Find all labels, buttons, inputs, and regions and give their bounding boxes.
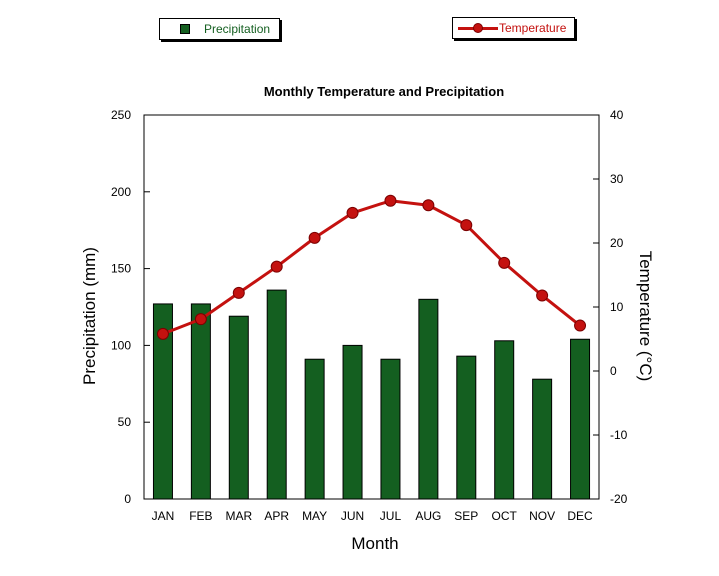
temperature-point-jan <box>156 327 169 340</box>
x-tick-label: MAY <box>302 509 327 523</box>
temperature-line-layer <box>156 194 587 340</box>
left-tick-label: 250 <box>111 108 131 122</box>
legend-precipitation: Precipitation <box>159 18 280 40</box>
x-tick-label: AUG <box>415 509 441 523</box>
legend-bar-swatch <box>180 24 190 34</box>
bar-oct <box>494 340 515 500</box>
plot-frame <box>143 114 600 500</box>
bar-dec <box>570 338 591 500</box>
x-axis-ticks: JAN FEB MAR APR MAY JUN JUL AUG SEP OCT NOV DEC <box>152 509 593 523</box>
right-tick-label: 30 <box>610 172 624 186</box>
right-axis-ticks: -20 -10 0 10 20 30 40 <box>593 108 628 506</box>
right-tick-label: 20 <box>610 236 624 250</box>
bar-aug <box>418 298 439 500</box>
legend-precipitation-label: Precipitation <box>204 22 271 36</box>
right-tick-label: 10 <box>610 300 624 314</box>
temperature-line <box>162 199 581 336</box>
left-tick-label: 50 <box>118 415 132 429</box>
x-tick-label: OCT <box>492 509 518 523</box>
temperature-point-sep <box>460 219 473 232</box>
chart-title: Monthly Temperature and Precipitation <box>264 84 504 99</box>
bar-nov <box>532 378 553 500</box>
left-tick-label: 0 <box>124 492 131 506</box>
temperature-point-mar <box>232 286 245 299</box>
bar-mar <box>228 315 249 500</box>
x-tick-label: NOV <box>529 509 555 523</box>
bar-may <box>304 358 325 500</box>
temperature-point-may <box>308 231 321 244</box>
left-tick-label: 200 <box>111 185 131 199</box>
x-tick-label: JUN <box>341 509 364 523</box>
legend-temperature-label: Temperature <box>499 21 567 35</box>
bar-jul <box>380 358 401 500</box>
right-tick-label: -10 <box>610 428 628 442</box>
left-axis-ticks: 0 50 100 150 200 250 <box>111 108 150 506</box>
bar-feb <box>190 303 211 500</box>
temperature-point-dec <box>574 319 587 332</box>
bar-apr <box>266 289 287 500</box>
left-tick-label: 100 <box>111 338 131 352</box>
precipitation-bars <box>152 289 591 500</box>
x-tick-label: MAR <box>225 509 252 523</box>
temperature-point-nov <box>536 289 549 302</box>
temperature-point-aug <box>422 199 435 212</box>
x-tick-label: SEP <box>454 509 478 523</box>
left-tick-label: 150 <box>111 262 131 276</box>
x-tick-label: DEC <box>567 509 593 523</box>
x-tick-label: APR <box>264 509 289 523</box>
temperature-point-jun <box>346 206 359 219</box>
temperature-point-jul <box>384 194 397 207</box>
temperature-point-feb <box>194 313 207 326</box>
x-axis-title: Month <box>351 534 398 553</box>
right-tick-label: 40 <box>610 108 624 122</box>
legend-temperature: Temperature <box>452 17 575 39</box>
left-axis-title: Precipitation (mm) <box>80 247 99 385</box>
x-tick-label: FEB <box>189 509 212 523</box>
right-axis-title: Temperature (°C) <box>636 251 655 382</box>
x-tick-label: JUL <box>380 509 402 523</box>
legend-line-swatch <box>458 21 498 35</box>
right-tick-label: -20 <box>610 492 628 506</box>
bar-jun <box>342 344 363 500</box>
temperature-point-apr <box>270 260 283 273</box>
temperature-point-oct <box>498 256 511 269</box>
bar-sep <box>456 355 477 500</box>
right-tick-label: 0 <box>610 364 617 378</box>
x-tick-label: JAN <box>152 509 175 523</box>
